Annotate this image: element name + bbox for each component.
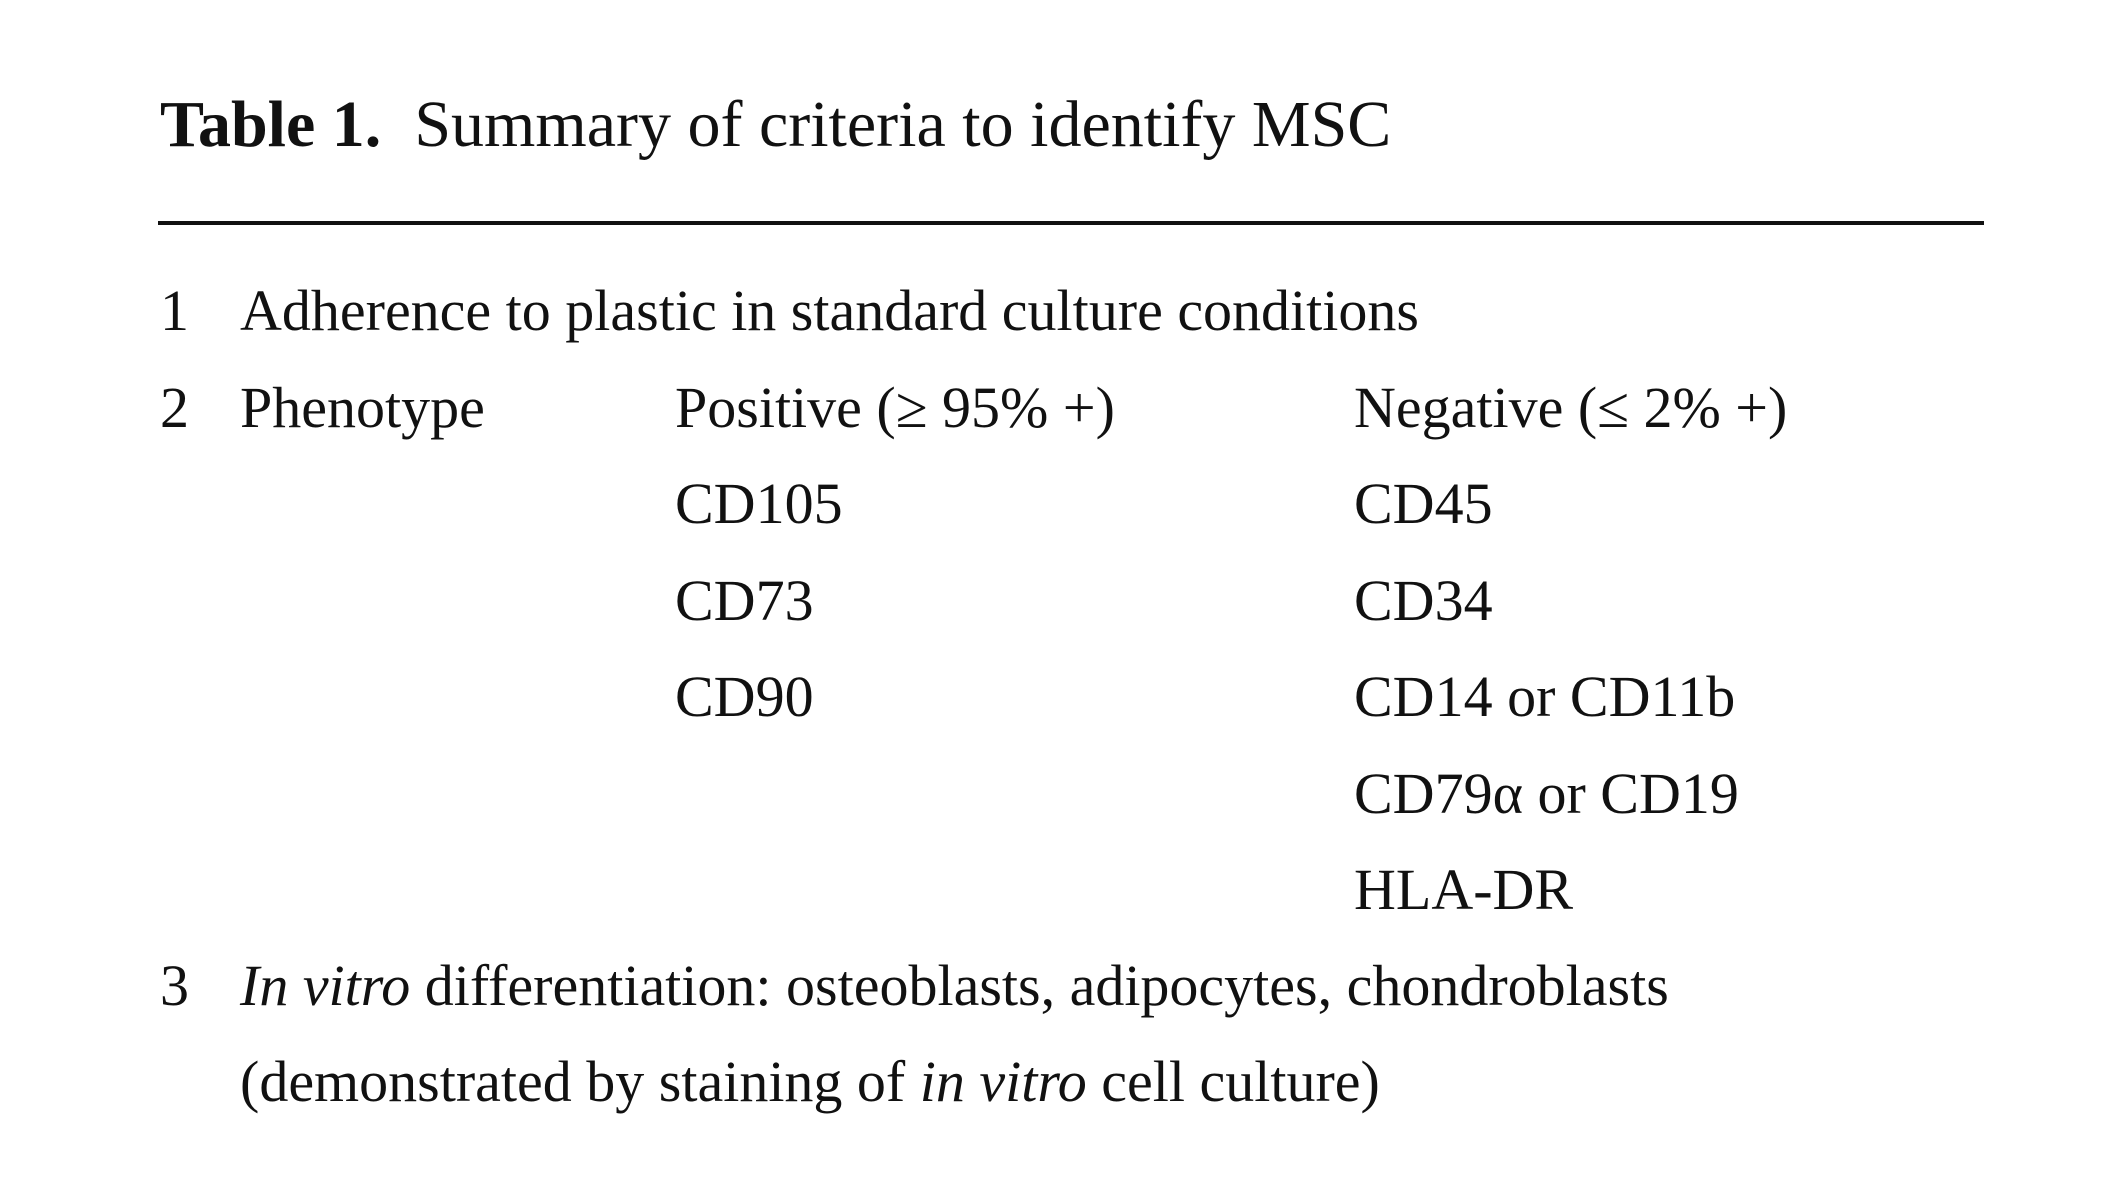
column-header: Negative (≤ 2% +)	[1354, 375, 1788, 440]
table-label: Table 1.	[160, 88, 382, 161]
column-header: Positive (≥ 95% +)	[675, 375, 1115, 440]
row-number: 2	[160, 375, 189, 440]
title-text: Summary of criteria to identify MSC	[414, 88, 1392, 161]
marker: CD73	[675, 567, 814, 633]
row-number: 1	[160, 278, 189, 343]
marker: CD105	[675, 471, 843, 536]
text: (demonstrated by staining of	[240, 1049, 920, 1114]
italic-text: in vitro	[919, 1049, 1087, 1114]
top-rule	[158, 221, 1984, 225]
table-title: Table 1. Summary of criteria to identify…	[160, 76, 1391, 173]
text: differentiation: osteoblasts, adipocytes…	[410, 953, 1669, 1018]
row-text-line: (demonstrated by staining of in vitro ce…	[240, 1033, 1380, 1130]
row-text-line: In vitro differentiation: osteoblasts, a…	[240, 937, 1669, 1034]
row-label: Phenotype	[240, 375, 485, 440]
italic-text: In vitro	[240, 953, 411, 1018]
row-number: 3	[160, 953, 189, 1018]
row-text: Adherence to plastic in standard culture…	[240, 278, 1419, 343]
marker: CD90	[675, 664, 814, 729]
marker: CD34	[1354, 567, 1493, 633]
marker: CD45	[1354, 471, 1493, 536]
marker: HLA-DR	[1354, 857, 1574, 922]
marker: CD79α or CD19	[1354, 760, 1739, 826]
text: cell culture)	[1086, 1049, 1380, 1114]
marker: CD14 or CD11b	[1354, 664, 1736, 729]
